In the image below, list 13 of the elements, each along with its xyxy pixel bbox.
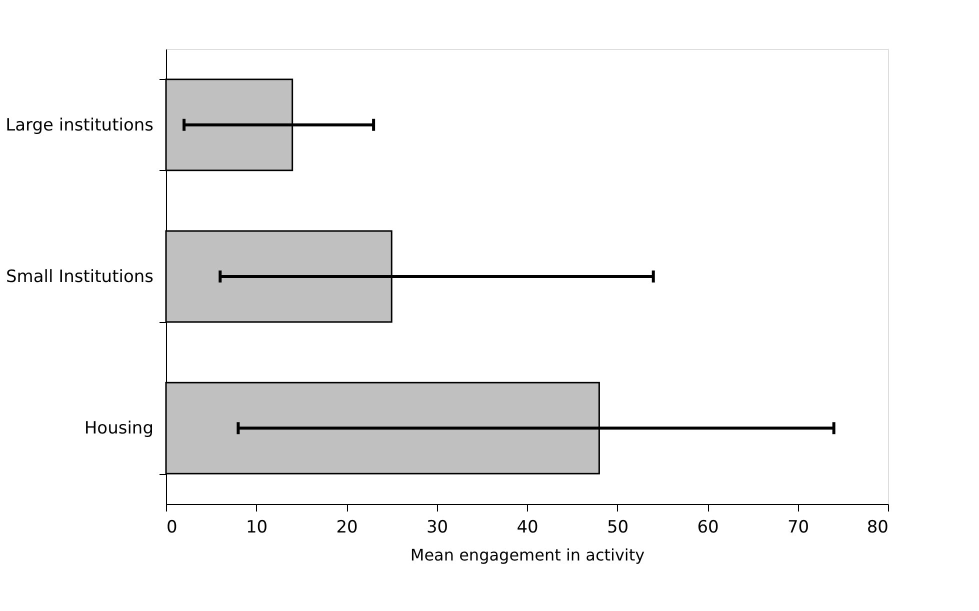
x-tick-label: 70 <box>787 518 810 538</box>
x-tick-label: 10 <box>246 518 268 538</box>
x-tick-label: 80 <box>866 518 888 538</box>
y-tick-label: Large institutions <box>6 115 154 136</box>
x-tick-label: 40 <box>516 518 538 538</box>
x-tick-label: 30 <box>426 518 448 538</box>
y-tick-label: Housing <box>84 418 154 439</box>
y-tick-label: Small Institutions <box>6 267 154 287</box>
x-axis-title: Mean engagement in activity <box>410 546 645 564</box>
x-tick-label: 0 <box>166 518 178 538</box>
x-tick-label: 50 <box>606 518 629 538</box>
x-tick-label: 60 <box>697 518 719 538</box>
x-tick-label: 20 <box>336 518 358 538</box>
